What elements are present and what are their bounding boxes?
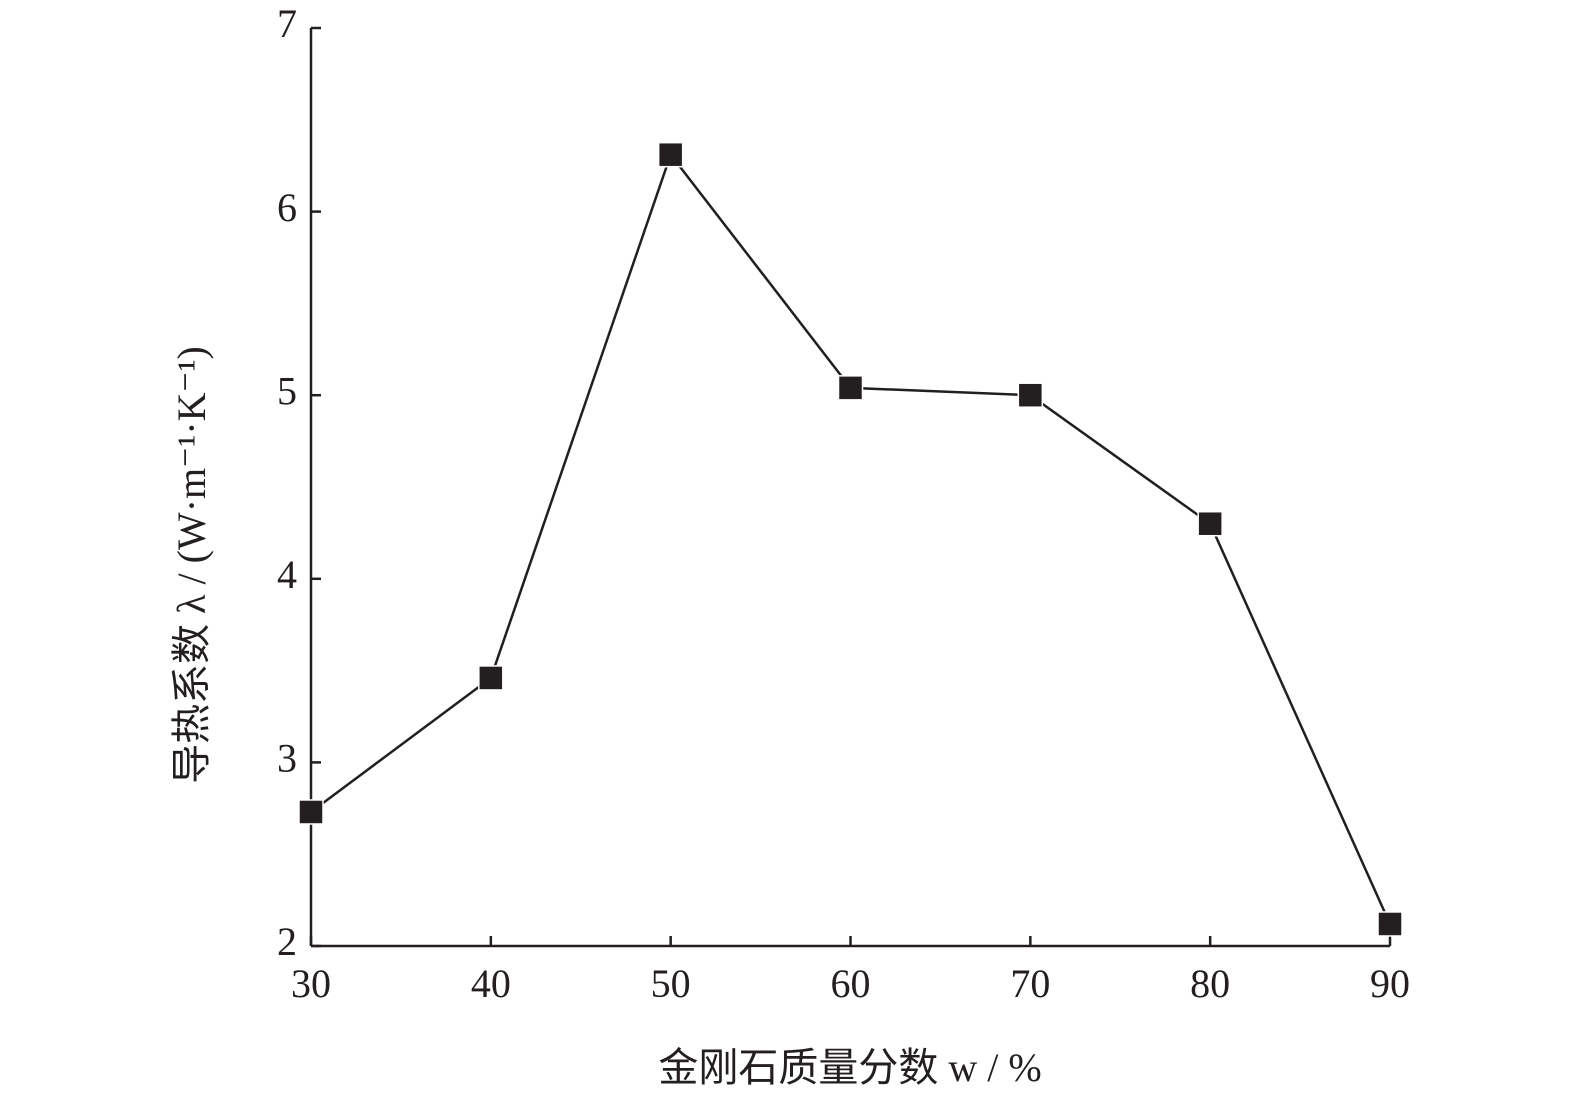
y-tick-label: 7 — [277, 1, 297, 46]
data-point — [1377, 911, 1403, 937]
x-tick-label: 80 — [1190, 961, 1230, 1006]
y-tick-label: 3 — [277, 736, 297, 781]
y-tick-label: 4 — [277, 552, 297, 597]
x-axis-label: 金刚石质量分数 w / % — [658, 1045, 1041, 1090]
data-point — [837, 375, 864, 401]
data-point — [478, 665, 504, 691]
data-point — [1017, 382, 1044, 408]
y-tick-label: 2 — [277, 919, 297, 964]
data-line — [310, 152, 1392, 925]
x-tick-label: 60 — [831, 961, 871, 1006]
x-tick-label: 70 — [1010, 961, 1050, 1006]
x-tick-label: 90 — [1370, 961, 1410, 1006]
y-tick-label: 5 — [277, 368, 297, 413]
x-tick-label: 50 — [651, 961, 691, 1006]
y-tick-label: 6 — [277, 185, 297, 230]
x-tick-label: 30 — [291, 961, 331, 1006]
x-tick-label: 40 — [471, 961, 511, 1006]
data-point — [1197, 510, 1223, 537]
y-axis-label: 导热系数 λ / (W·m⁻¹·K⁻¹) — [169, 346, 214, 784]
data-point — [298, 799, 324, 825]
data-point — [657, 141, 684, 168]
